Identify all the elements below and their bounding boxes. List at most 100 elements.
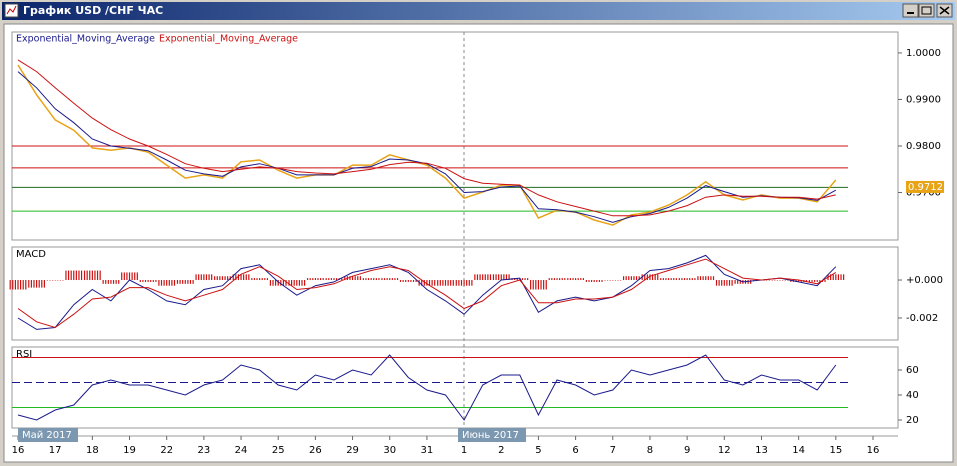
histogram-bar [678,278,680,281]
histogram-bar [280,280,282,286]
histogram-bar [399,280,402,282]
histogram-bar [33,280,35,288]
x-tick-label: 12 [718,445,731,456]
histogram-bar [243,274,245,281]
window-title: График USD /CHF ЧАС [23,4,163,17]
histogram-bar [317,278,319,281]
histogram-bar [333,278,335,281]
histogram-bar [482,274,484,281]
x-tick-label: 23 [198,445,211,456]
histogram-bar [444,280,447,286]
histogram-bar [335,278,338,281]
histogram-bar [699,276,702,281]
histogram-bar [437,280,439,286]
histogram-bar [702,276,704,281]
histogram-bar [516,278,518,281]
x-tick-label: 2 [498,445,504,456]
histogram-bar [415,280,417,282]
histogram-bar [814,280,816,282]
histogram-bar [723,280,725,286]
x-tick-label: 6 [572,445,578,456]
histogram-bar [476,274,479,281]
histogram-bar [301,280,303,286]
histogram-bar [776,280,779,281]
histogram-bar [407,280,409,282]
histogram-bar [479,274,481,281]
histogram-bar [567,278,569,281]
histogram-bar [25,280,27,290]
histogram-bar [378,278,380,281]
histogram-bar [421,280,423,286]
histogram-bar [80,270,83,281]
histogram-bar [582,278,585,281]
histogram-bar [590,280,593,282]
minimize-button[interactable] [902,3,919,18]
histogram-bar [667,278,670,281]
window-buttons[interactable] [902,3,953,18]
histogram-bar [166,280,168,286]
histogram-bar [410,280,412,282]
histogram-bar [824,280,826,282]
histogram-bar [314,278,316,281]
histogram-bar [288,280,290,286]
histogram-bar [580,278,582,281]
histogram-bar [609,280,611,281]
histogram-bar [396,278,399,281]
histogram-bar [293,280,295,286]
histogram-bar [357,276,359,281]
histogram-bar [171,280,173,286]
histogram-bar [458,280,460,286]
title-bar [2,2,955,20]
histogram-bar [689,278,691,281]
histogram-bar [351,276,354,281]
histogram-bar [585,280,587,282]
histogram-bar [277,280,279,286]
histogram-bar [91,270,93,281]
histogram-bar [75,270,77,281]
histogram-bar [155,280,157,282]
x-tick-label: 31 [421,445,434,456]
histogram-bar [798,280,800,282]
histogram-bar [49,280,51,281]
histogram-bar [261,278,263,281]
x-tick-label: 25 [272,445,285,456]
x-tick-label: 16 [12,445,25,456]
histogram-bar [840,274,842,281]
histogram-bar [784,280,786,281]
histogram-bar [70,270,72,281]
histogram-bar [349,276,351,281]
maximize-button[interactable] [918,3,935,18]
y-tick-label: 0.9700 [906,188,941,199]
histogram-bar [593,280,595,282]
histogram-bar [158,280,160,286]
histogram-bar [561,278,563,281]
histogram-bar [46,280,48,281]
histogram-bar [134,272,136,281]
histogram-bar [596,280,598,282]
histogram-bar [57,280,59,281]
histogram-bar [391,278,393,281]
histogram-bar [272,280,274,286]
histogram-bar [394,278,396,281]
histogram-bar [808,280,811,282]
histogram-bar [152,280,154,282]
histogram-bar [367,278,370,281]
histogram-bar [691,278,693,281]
histogram-bar [35,280,38,288]
histogram-bar [381,278,383,281]
histogram-bar [660,278,662,281]
histogram-bar [768,280,770,281]
histogram-bar [344,276,346,281]
histogram-bar [694,278,696,281]
histogram-bar [221,276,224,281]
histogram-bar [9,280,11,290]
histogram-bar [383,278,386,281]
legend-entry: Exponential_Moving_Average [159,34,298,45]
histogram-bar [266,278,269,281]
histogram-bar [107,280,109,284]
histogram-bar [521,278,524,281]
histogram-bar [147,280,149,282]
histogram-bar [646,274,648,281]
histogram-bar [211,274,213,281]
